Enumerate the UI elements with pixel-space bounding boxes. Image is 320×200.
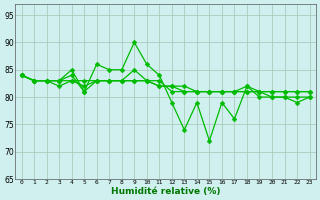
X-axis label: Humidité relative (%): Humidité relative (%) (111, 187, 220, 196)
